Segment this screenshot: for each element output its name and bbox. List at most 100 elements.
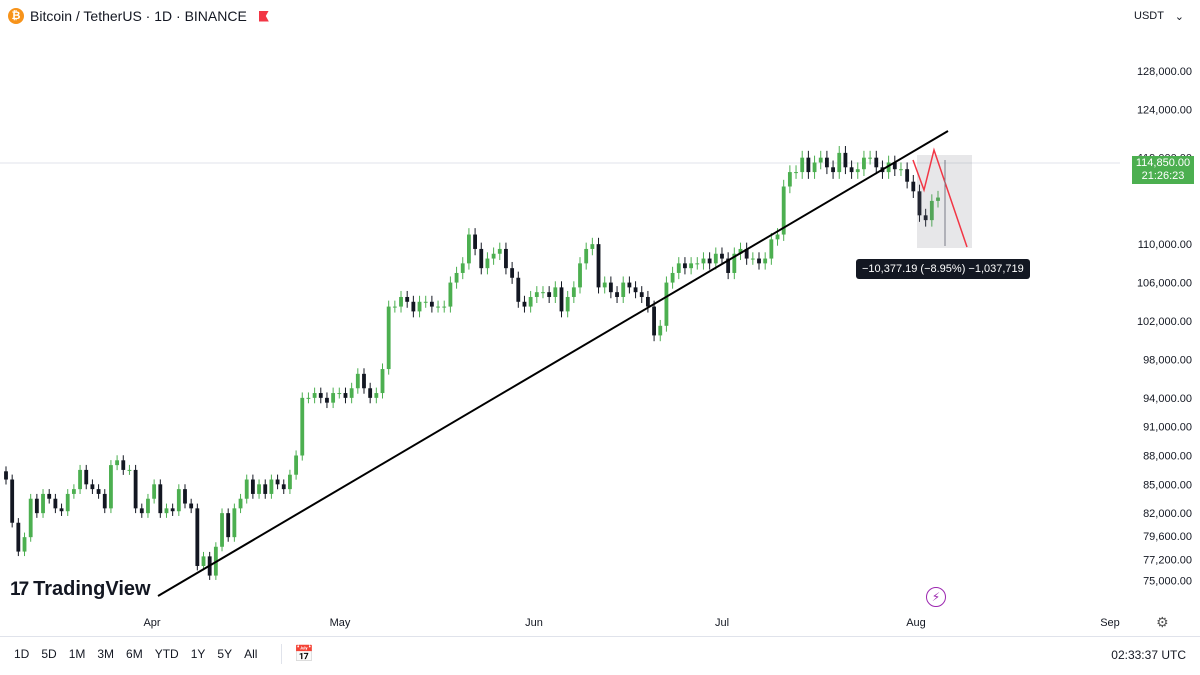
price-chart[interactable]: 128,000.00124,000.00119,000.00110,000.00… [0,0,1200,636]
logo-text: TradingView [33,578,151,600]
candle-up [454,272,459,283]
candle-down [627,282,632,288]
trendline[interactable] [157,130,949,597]
candle-up [800,157,805,173]
candle-down [473,234,477,249]
candle-down [102,493,107,509]
candle-up [602,282,607,288]
candle-up [565,296,570,312]
candle-down [263,484,268,494]
candle-up [738,248,743,254]
candle-up [713,253,718,264]
x-tick-label: Apr [143,617,160,629]
candle-up [417,301,422,312]
y-tick-label: 102,000.00 [1137,316,1192,328]
candle-down [343,393,348,398]
candle-up [269,479,274,494]
gear-icon[interactable]: ⚙ [1156,614,1169,630]
candle-down [608,282,613,293]
range-1y[interactable]: 1Y [190,647,206,661]
candle-up [306,397,311,399]
y-tick-label: 98,000.00 [1143,354,1192,366]
range-all[interactable]: All [244,647,258,661]
range-6m[interactable]: 6M [126,647,143,661]
y-tick-label: 88,000.00 [1143,451,1192,463]
candle-down [411,301,416,312]
candle-down [707,258,712,264]
candle-up [929,200,934,221]
y-tick-label: 85,000.00 [1143,479,1192,491]
candle-down [362,373,366,389]
candle-up [152,484,157,499]
price-axis[interactable]: 128,000.00124,000.00119,000.00110,000.00… [1137,66,1192,587]
currency-label: USDT [1134,10,1164,22]
x-tick-label: Aug [906,617,926,629]
candle-down [892,162,897,170]
candle-down [189,503,194,509]
candle-up [374,393,379,398]
candle-up [399,296,403,307]
candle-down [824,157,829,168]
tradingview-mark-icon: 17 [10,578,29,600]
range-5y[interactable]: 5Y [217,647,233,661]
bitcoin-icon: ₿ [8,8,24,24]
range-1d[interactable]: 1D [14,647,30,661]
lightning-icon[interactable]: ⚡ [926,587,946,607]
candle-up [65,493,70,512]
candle-down [90,484,95,490]
y-tick-label: 91,000.00 [1143,422,1192,434]
candle-up [442,306,447,308]
candle-up [294,455,299,475]
candle-up [855,169,860,173]
range-3m[interactable]: 3M [97,647,115,661]
y-tick-label: 106,000.00 [1137,278,1192,290]
candle-down [59,508,64,512]
candle-up [812,162,817,173]
candle-down [121,460,126,470]
candle-down [744,248,749,259]
candle-down [559,287,564,312]
candle-up [571,287,576,297]
candle-up [781,186,786,235]
candle-up [448,282,453,307]
candle-down [275,479,280,485]
candle-down [633,287,638,293]
candle-down [479,248,484,269]
last-price-tag: 114,850.00 21:26:23 [1132,156,1194,184]
candle-up [232,508,237,538]
candle-up [386,306,391,370]
candle-up [146,498,150,514]
candle-up [886,162,891,173]
calendar-icon[interactable]: 📅 [281,644,314,664]
candle-down [429,301,434,307]
candle-up [787,172,792,187]
measure-tool[interactable] [912,147,972,248]
candle-up [621,282,626,297]
currency-selector[interactable]: USDT ⌄ [1130,6,1188,26]
range-ytd[interactable]: YTD [154,647,179,661]
candle-up [732,253,737,273]
symbol-header[interactable]: ₿ Bitcoin / TetherUS · 1D · BINANCE [8,6,269,26]
candle-down [652,306,656,336]
range-1m[interactable]: 1M [68,647,86,661]
candle-up [553,287,558,297]
candle-down [504,248,508,269]
candle-down [139,508,144,514]
flag-icon[interactable] [258,10,269,22]
candle-down [757,258,761,264]
candle-down [917,191,922,216]
candle-up [392,306,397,308]
candle-up [837,152,842,173]
time-axis[interactable]: Apr May Jun Jul Aug Sep [143,617,1119,629]
candle-up [689,263,694,269]
candle-up [71,489,76,494]
candle-up [485,258,490,269]
tradingview-logo[interactable]: 17 TradingView [10,578,151,601]
y-tick-label: 82,000.00 [1143,508,1192,520]
y-tick-label: 79,600.00 [1143,531,1192,543]
candle-down [639,292,644,297]
candle-up [244,479,249,499]
range-5d[interactable]: 5D [41,647,57,661]
utc-clock[interactable]: 02:33:37 UTC [1111,648,1186,662]
candle-up [534,292,539,297]
